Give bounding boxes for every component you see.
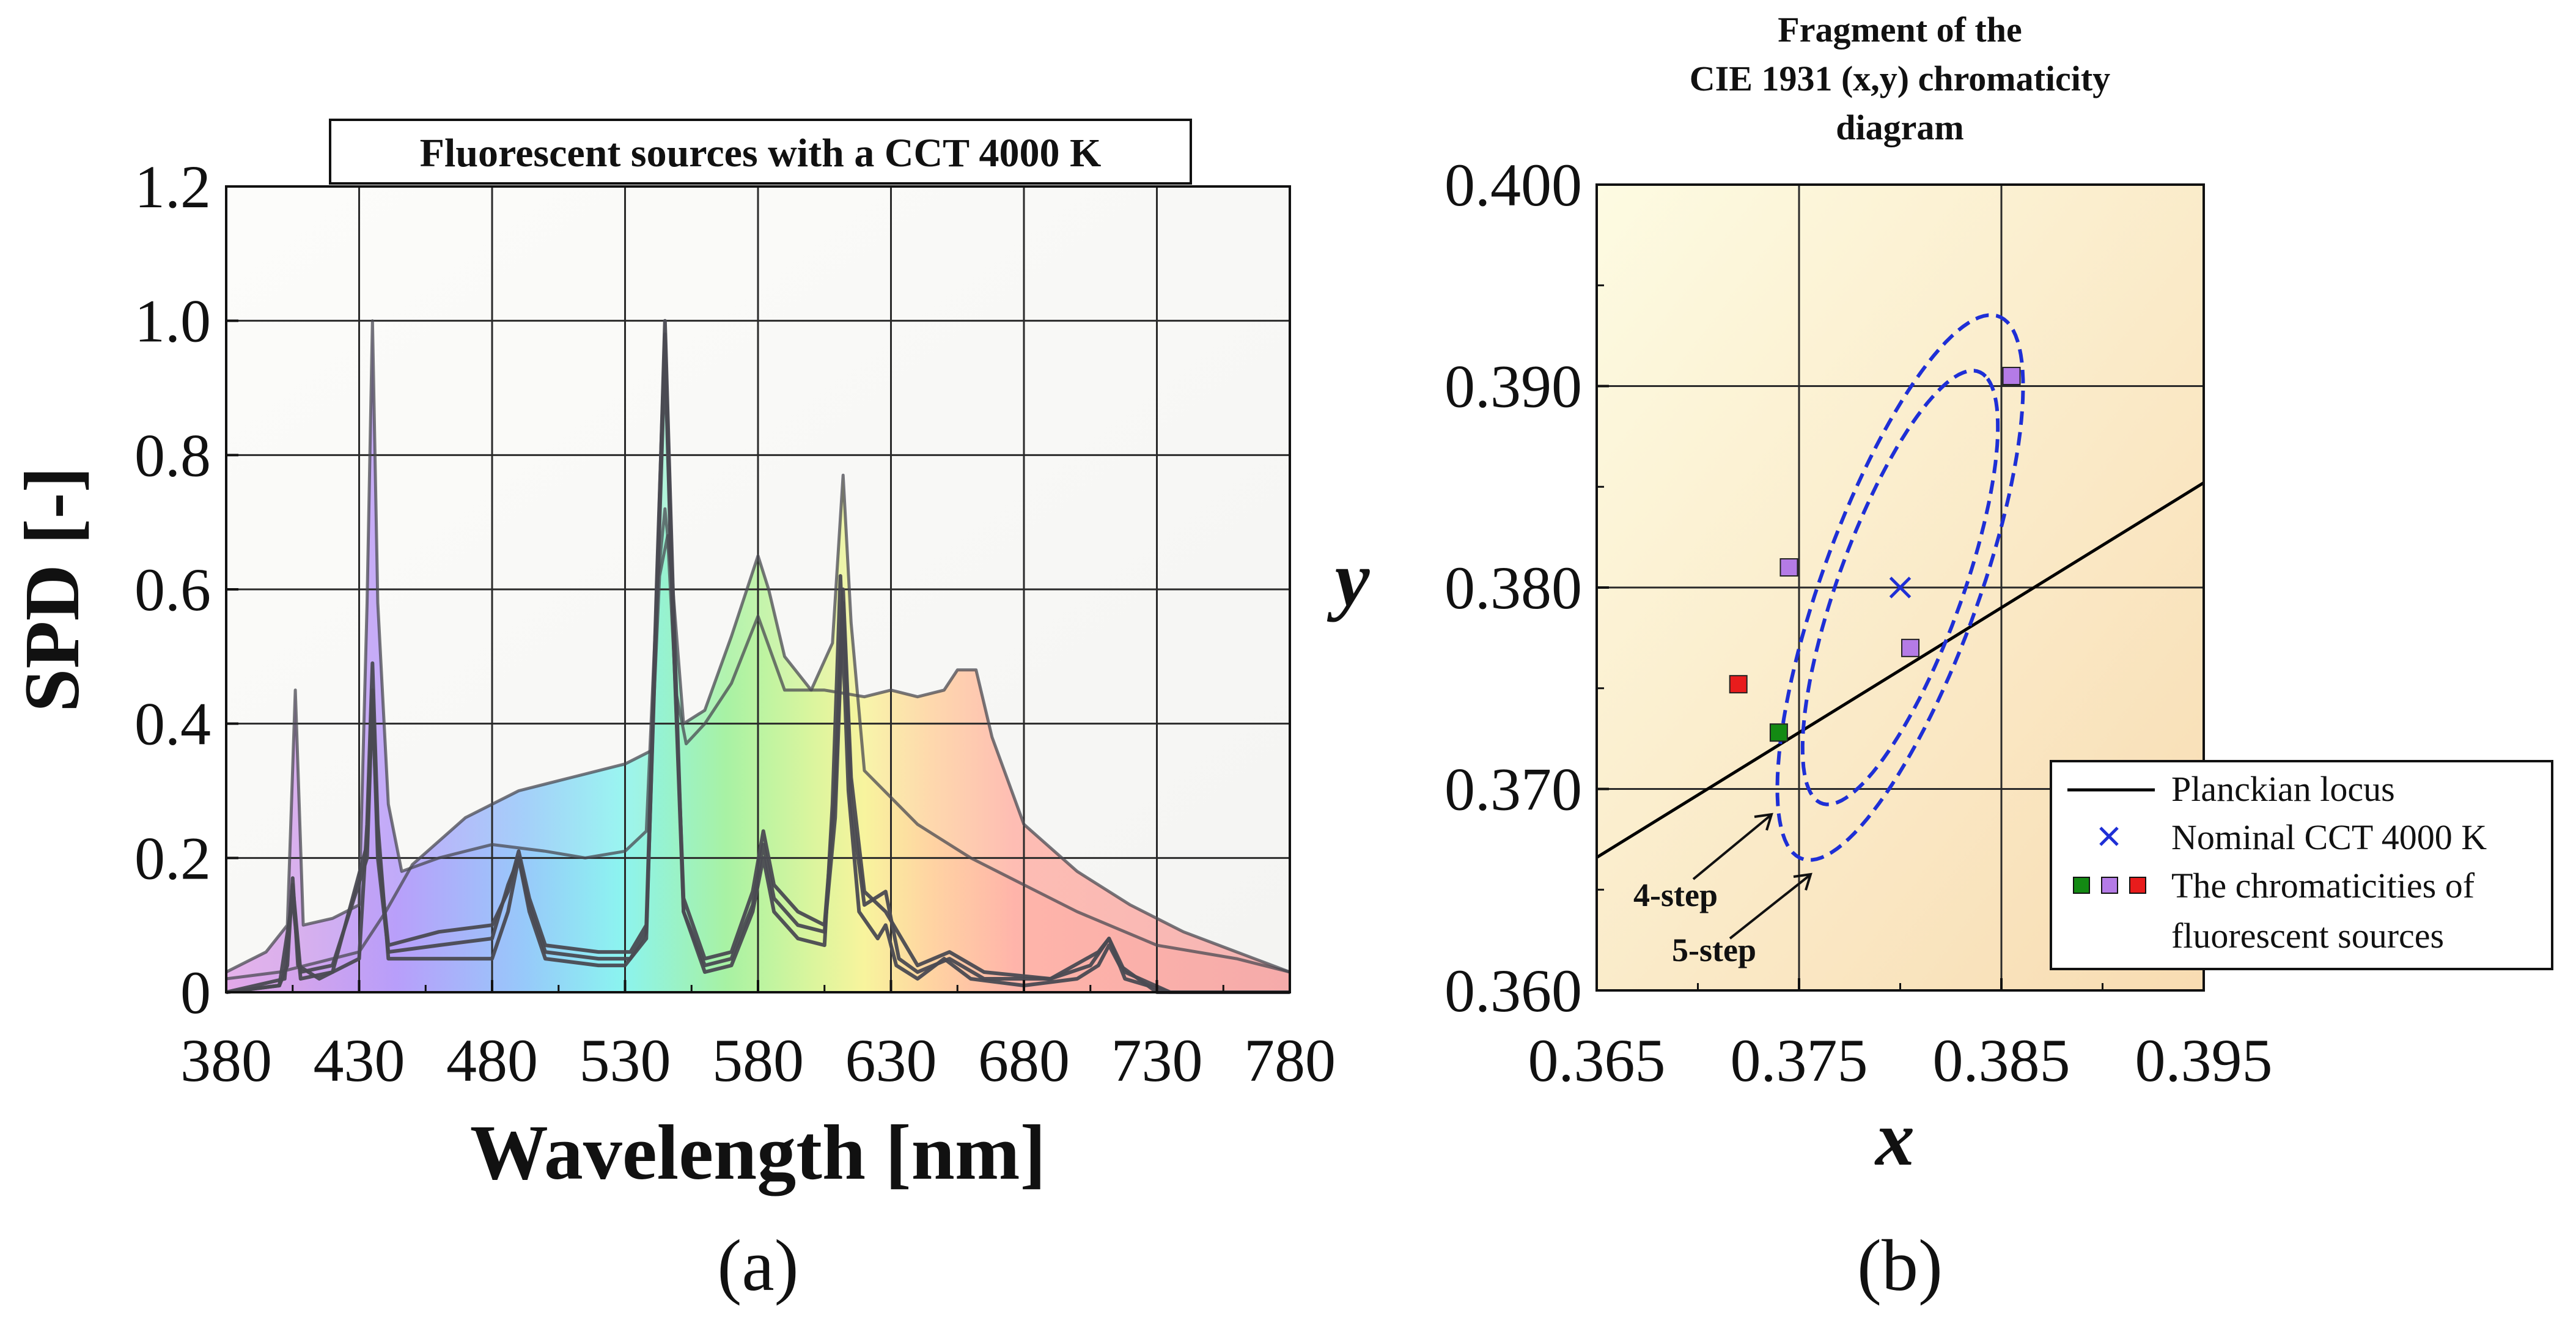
y-tick-label: 1.2 xyxy=(134,153,211,221)
y-tick-label: 0.370 xyxy=(1444,756,1582,824)
x-tick-label: 0.385 xyxy=(1933,1026,2070,1094)
panel-a-x-tick-labels: 380 430 480 530 580 630 680 730 780 xyxy=(180,1026,1336,1094)
y-tick-label: 0.4 xyxy=(134,690,211,758)
y-tick-label: 0.6 xyxy=(134,556,211,624)
arrow-5-step-head xyxy=(1793,872,1812,891)
legend-sources-label-line-1: The chromaticities of xyxy=(2171,866,2475,905)
legend-green-swatch xyxy=(2073,877,2090,894)
annotation-4-step: 4-step xyxy=(1633,877,1718,913)
panel-a-label: (a) xyxy=(717,1225,798,1306)
source-marker-2 xyxy=(1901,638,1920,657)
panel-b-title-line-3: diagram xyxy=(1836,108,1963,147)
panel-b-y-tick-labels: 0.360 0.370 0.380 0.390 0.400 xyxy=(1444,151,1582,1025)
ellipse-4-step xyxy=(1800,369,2000,806)
y-tick-label: 0.2 xyxy=(134,824,211,892)
x-tick-label: 630 xyxy=(845,1026,937,1094)
x-tick-label: 580 xyxy=(712,1026,804,1094)
panel-b: 0.365 0.375 0.385 0.395 0.360 0.370 0.380 0.39… xyxy=(1327,10,2553,1306)
ellipse-5-step xyxy=(1775,313,2025,862)
legend-red-swatch xyxy=(2129,877,2146,894)
panel-b-ticks xyxy=(1595,183,2205,992)
legend-sources-label-line-2: fluorescent sources xyxy=(2171,916,2444,956)
spd-line-2 xyxy=(226,534,1290,981)
arrow-4-step-head xyxy=(1754,813,1773,831)
arrow-4-step xyxy=(1692,814,1772,880)
spd-line-5 xyxy=(226,352,1290,994)
x-tick-label: 530 xyxy=(580,1026,671,1094)
y-tick-label: 0.360 xyxy=(1444,957,1582,1025)
source-marker-4 xyxy=(1769,723,1788,742)
panel-b-y-axis-label: y xyxy=(1327,536,1371,622)
panel-b-title-line-2: CIE 1931 (x,y) chromaticity xyxy=(1690,59,2110,98)
spd-line-1 xyxy=(225,319,1290,974)
x-tick-label: 430 xyxy=(314,1026,405,1094)
source-marker-5 xyxy=(1729,675,1748,694)
y-tick-label: 0.400 xyxy=(1444,151,1582,219)
y-tick-label: 0 xyxy=(180,959,211,1026)
panel-a-ticks xyxy=(225,185,1291,993)
panel-b-macadam-ellipses xyxy=(1775,313,2025,862)
x-tick-label: 780 xyxy=(1244,1026,1336,1094)
y-tick-label: 1.0 xyxy=(134,287,211,355)
x-tick-label: 0.375 xyxy=(1731,1026,1868,1094)
panel-a-y-axis-label: SPD [-] xyxy=(9,466,95,712)
nominal-cross-b xyxy=(1889,577,1912,599)
x-tick-label: 380 xyxy=(180,1026,272,1094)
x-tick-label: 480 xyxy=(446,1026,538,1094)
y-tick-label: 0.390 xyxy=(1444,353,1582,421)
legend-planckian-label: Planckian locus xyxy=(2171,769,2395,809)
planckian-locus-line xyxy=(1595,481,2205,859)
panel-a-title: Fluorescent sources with a CCT 4000 K xyxy=(420,131,1102,175)
legend-purple-swatch xyxy=(2101,877,2118,894)
panel-a-y-tick-labels: 0 0.2 0.4 0.6 0.8 1.0 1.2 xyxy=(134,153,211,1026)
arrow-5-step xyxy=(1729,874,1811,940)
source-marker-3 xyxy=(2002,367,2021,386)
panel-a: 380 430 480 530 580 630 680 730 780 0 0.2 0.4 0.6 0.… xyxy=(9,119,1336,1306)
panel-b-legend: Planckian locus Nominal CCT 4000 K The c… xyxy=(2050,760,2553,970)
x-tick-label: 0.395 xyxy=(2135,1026,2273,1094)
panel-b-label: (b) xyxy=(1857,1225,1943,1306)
panel-a-title-box xyxy=(329,119,1192,185)
x-tick-label: 0.365 xyxy=(1528,1026,1666,1094)
panel-a-x-axis-label: Wavelength [nm] xyxy=(470,1109,1046,1196)
panel-b-x-tick-labels: 0.365 0.375 0.385 0.395 xyxy=(1528,1026,2273,1094)
x-tick-label: 680 xyxy=(978,1026,1070,1094)
source-marker-1 xyxy=(1779,558,1798,577)
legend-nominal-swatch xyxy=(2099,827,2119,846)
y-tick-label: 0.380 xyxy=(1444,554,1582,622)
annotation-arrows xyxy=(1692,813,1812,940)
nominal-cct-marker xyxy=(1889,577,1912,599)
x-tick-label: 730 xyxy=(1111,1026,1203,1094)
legend-nominal-label: Nominal CCT 4000 K xyxy=(2171,817,2487,857)
annotation-5-step: 5-step xyxy=(1672,932,1756,968)
y-tick-label: 0.8 xyxy=(134,421,211,489)
panel-a-spectra-lines xyxy=(225,319,1290,994)
panel-b-x-axis-label: x xyxy=(1874,1095,1915,1182)
panel-b-title-line-1: Fragment of the xyxy=(1778,10,2022,50)
legend-box xyxy=(2050,760,2553,970)
source-chromaticity-markers xyxy=(1729,367,2021,742)
